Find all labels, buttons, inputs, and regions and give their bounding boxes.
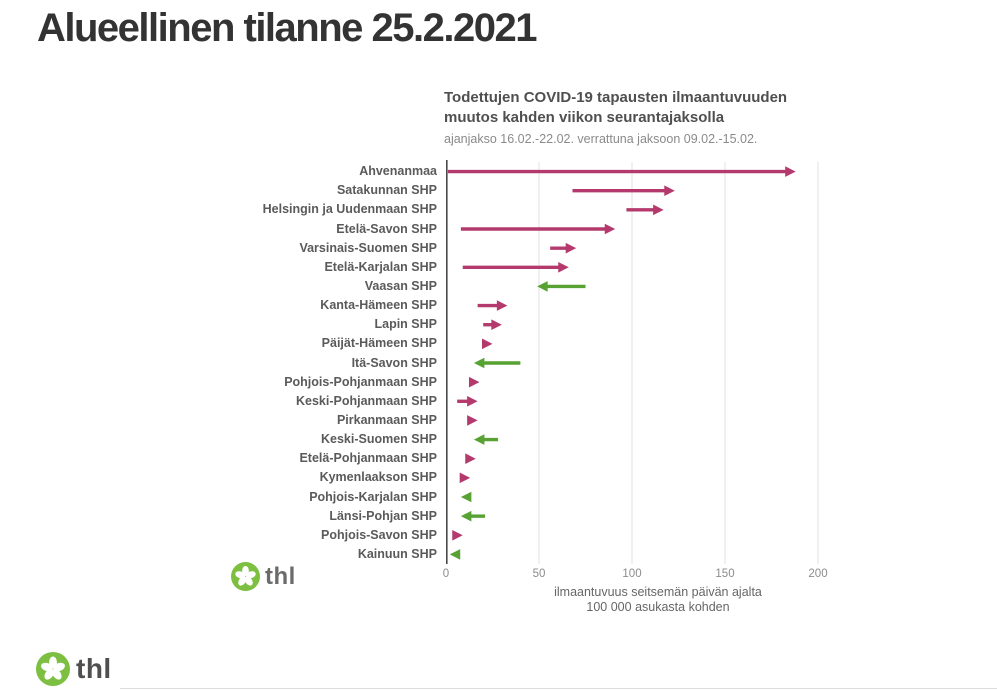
change-arrow-head xyxy=(473,357,485,369)
change-arrow-head xyxy=(468,376,480,388)
thl-logo-text: thl xyxy=(76,653,112,684)
category-label: Vaasan SHP xyxy=(364,278,437,293)
change-arrow-head xyxy=(460,491,472,503)
x-axis-label: ilmaantuvuus seitsemän päivän ajalta 100… xyxy=(438,585,878,615)
change-arrow-head xyxy=(467,395,478,407)
category-label: Lapin SHP xyxy=(374,317,437,332)
change-arrow-head xyxy=(491,319,502,331)
x-tick-label: 0 xyxy=(442,568,450,580)
thl-logo-page: thl xyxy=(36,652,112,686)
change-arrow-head xyxy=(459,472,471,484)
x-axis-label-line1: ilmaantuvuus seitsemän päivän ajalta xyxy=(554,585,762,599)
category-label: Pirkanmaan SHP xyxy=(336,412,437,427)
change-arrow-head xyxy=(473,434,485,445)
category-label: Keski-Suomen SHP xyxy=(320,432,437,447)
change-arrow-head xyxy=(467,415,478,426)
category-label: Ahvenanmaa xyxy=(359,164,437,179)
category-label: Länsi-Pohjan SHP xyxy=(329,508,437,523)
change-arrow-head xyxy=(565,242,577,254)
thl-logo-text: thl xyxy=(265,562,296,590)
category-label: Etelä-Pohjanmaan SHP xyxy=(299,451,437,466)
change-arrow-head xyxy=(465,453,476,465)
change-arrow-head xyxy=(482,338,493,350)
change-arrow-head xyxy=(604,223,616,235)
x-tick-label: 150 xyxy=(715,568,735,580)
change-arrow-head xyxy=(537,281,548,292)
change-arrow-head xyxy=(653,204,664,216)
category-label: Helsingin ja Uudenmaan SHP xyxy=(262,202,437,217)
x-tick-label: 50 xyxy=(532,568,546,580)
category-label: Pohjois-Savon SHP xyxy=(321,527,437,542)
chart-period-caption: ajanjakso 16.02.-22.02. verrattuna jakso… xyxy=(444,132,758,146)
thl-logo-chart: thl xyxy=(231,562,296,591)
category-label: Kanta-Hämeen SHP xyxy=(320,298,437,313)
category-label: Kainuun SHP xyxy=(357,546,437,561)
plot-canvas xyxy=(446,160,819,564)
change-arrow-head xyxy=(449,549,461,560)
change-arrow-head xyxy=(558,261,569,273)
category-label: Varsinais-Suomen SHP xyxy=(299,240,437,255)
change-arrow-head xyxy=(452,529,463,541)
x-axis-label-line2: 100 000 asukasta kohden xyxy=(586,600,730,614)
category-label: Satakunnan SHP xyxy=(336,183,437,198)
x-tick-label: 200 xyxy=(808,568,828,580)
category-label: Pohjois-Pohjanmaan SHP xyxy=(284,374,437,389)
chart-title: Todettujen COVID-19 tapausten ilmaantuvu… xyxy=(444,88,787,128)
category-label: Keski-Pohjanmaan SHP xyxy=(295,393,437,408)
change-arrow-head xyxy=(460,510,472,522)
category-label: Itä-Savon SHP xyxy=(351,355,437,370)
category-label: Etelä-Savon SHP xyxy=(336,221,437,236)
slide-bottom-border xyxy=(120,688,997,689)
x-tick-label: 100 xyxy=(622,568,642,580)
thl-flower-icon xyxy=(36,652,70,686)
change-arrow-head xyxy=(496,300,508,311)
category-label: Kymenlaakson SHP xyxy=(319,470,437,485)
chart-title-line1: Todettujen COVID-19 tapausten ilmaantuvu… xyxy=(444,89,788,106)
change-arrow-head xyxy=(785,166,796,177)
category-label: Päijät-Hämeen SHP xyxy=(321,336,437,351)
change-arrow-head xyxy=(664,185,675,197)
category-label: Etelä-Karjalan SHP xyxy=(324,259,437,274)
category-label: Pohjois-Karjalan SHP xyxy=(309,489,437,504)
page-title: Alueellinen tilanne 25.2.2021 xyxy=(37,6,537,50)
chart-title-line2: muutos kahden viikon seurantajaksolla xyxy=(444,109,725,126)
thl-flower-icon xyxy=(231,562,260,591)
arrow-plot-area: ilmaantuvuus seitsemän päivän ajalta 100… xyxy=(0,160,997,660)
